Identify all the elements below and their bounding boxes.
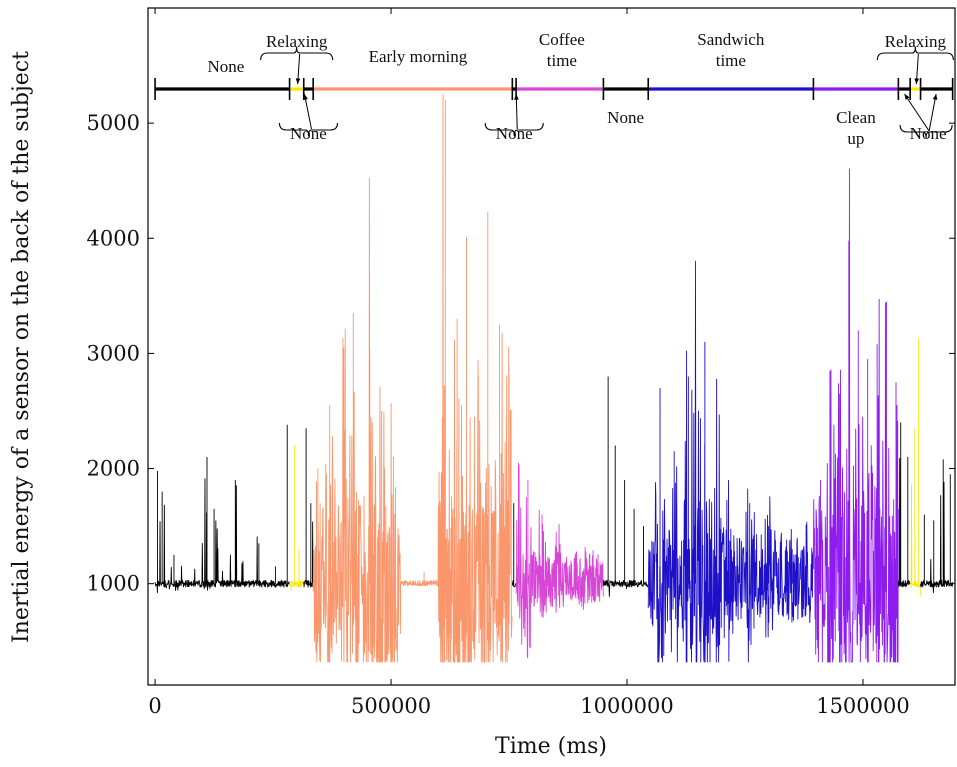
y-tick-label-3: 4000 bbox=[87, 226, 140, 250]
brace-none-3 bbox=[899, 124, 953, 139]
top-label-early-morning-2: Early morning bbox=[369, 47, 468, 66]
trace-coffee-time-5 bbox=[515, 462, 604, 659]
x-tick-label-3: 1500000 bbox=[816, 694, 910, 718]
trace-relaxing-1 bbox=[289, 445, 304, 591]
trace-none-2 bbox=[303, 428, 314, 588]
x-tick-label-1: 500000 bbox=[351, 694, 431, 718]
top-label-sandwich-time-4: Sandwich time bbox=[697, 30, 765, 70]
bottom-label-none-4: None bbox=[910, 124, 947, 143]
signal-traces bbox=[154, 93, 954, 663]
arrow-none-2 bbox=[515, 93, 518, 130]
brace-relaxing-2 bbox=[876, 46, 954, 61]
arrow-relaxing-2-head bbox=[914, 78, 920, 84]
axes: 0 500000 1000000 1500000 1000 2000 3000 4000 500… bbox=[87, 8, 955, 718]
arrow-none-3a-head bbox=[904, 94, 910, 100]
trace-none-0 bbox=[154, 424, 290, 594]
brace-relaxing-1 bbox=[260, 46, 334, 61]
trace-early-morning-3 bbox=[312, 93, 513, 663]
arrow-relaxing-1-head bbox=[295, 78, 301, 84]
y-tick-label-4: 5000 bbox=[87, 111, 140, 135]
trace-none-11 bbox=[920, 459, 954, 594]
y-axis-label: Inertial energy of a sensor on the back … bbox=[9, 51, 34, 643]
brace-none-2 bbox=[484, 122, 544, 137]
y-tick-label-0: 1000 bbox=[87, 572, 140, 596]
y-tick-label-2: 3000 bbox=[87, 341, 140, 365]
x-axis-label: Time (ms) bbox=[495, 734, 607, 759]
top-label-relaxing-5: Relaxing bbox=[885, 32, 947, 51]
y-tick-label-1: 2000 bbox=[87, 457, 140, 481]
trace-sandwich-time-7 bbox=[647, 260, 814, 663]
trace-clean-up-8 bbox=[812, 168, 899, 663]
x-tick-label-0: 0 bbox=[148, 694, 161, 718]
top-label-relaxing-1: Relaxing bbox=[266, 32, 328, 51]
trace-none-6 bbox=[602, 376, 649, 597]
arrow-none-2-head bbox=[514, 94, 519, 100]
plot-frame bbox=[147, 7, 956, 686]
arrow-none-1-head bbox=[303, 94, 308, 100]
arrow-none-1 bbox=[303, 93, 312, 130]
bottom-label-clean-up-3: Clean up bbox=[836, 108, 876, 148]
bottom-label-none-2: None bbox=[607, 108, 644, 127]
trace-none-9 bbox=[897, 422, 911, 588]
activity-timeline bbox=[154, 78, 954, 100]
activity-annotations: None Relaxing Early morning Coffee time Sandw… bbox=[207, 30, 954, 148]
top-label-coffee-time-3: Coffee time bbox=[539, 30, 585, 70]
trace-none-4 bbox=[511, 503, 517, 588]
top-label-none-0: None bbox=[207, 57, 244, 76]
trace-relaxing-10 bbox=[909, 338, 921, 596]
arrow-none-3a bbox=[904, 93, 930, 132]
x-tick-label-2: 1000000 bbox=[580, 694, 674, 718]
brace-none-1 bbox=[278, 122, 339, 137]
arrow-none-3b-head bbox=[932, 94, 938, 100]
arrow-none-3b bbox=[928, 93, 937, 132]
